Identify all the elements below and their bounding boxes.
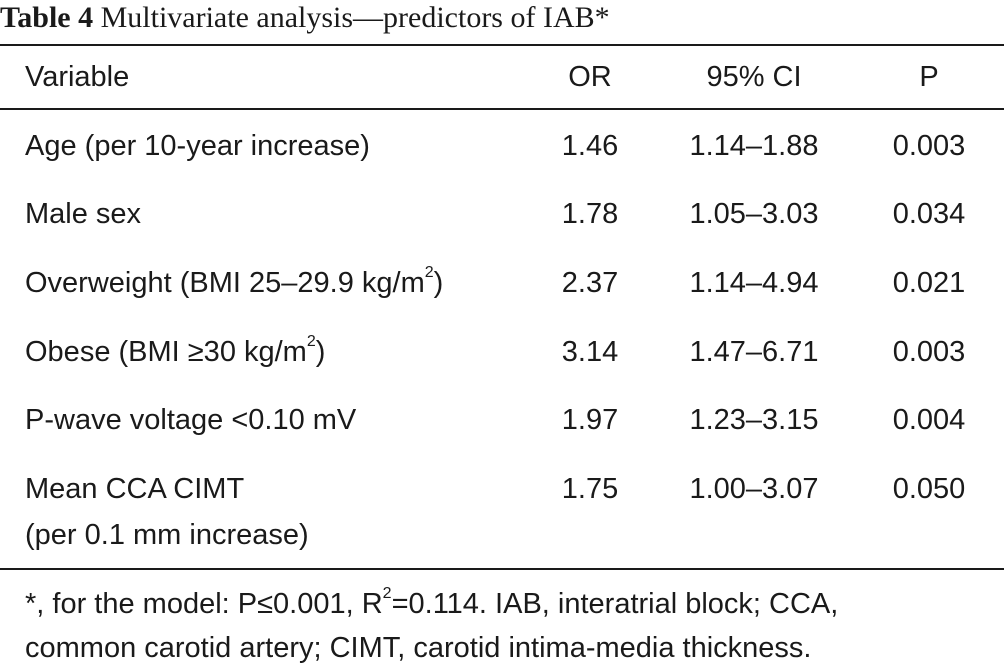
table-title: Multivariate analysis—predictors of IAB* xyxy=(100,1,610,34)
row-pwave-ci: 1.23–3.15 xyxy=(689,404,819,436)
row-overweight-or: 2.37 xyxy=(561,267,619,299)
row-pwave-p: 0.004 xyxy=(892,404,966,436)
top-rule xyxy=(0,44,1004,46)
table-caption: Table 4 Multivariate analysis—predictors… xyxy=(0,0,610,44)
row-obese-variable-text: Obese (BMI ≥30 kg/m xyxy=(25,336,307,368)
row-age-ci: 1.14–1.88 xyxy=(689,130,819,162)
footnote-line-1-rest: =0.114. IAB, interatrial block; CCA, xyxy=(391,588,839,620)
footnote-superscript: 2 xyxy=(382,585,392,603)
header-variable: Variable xyxy=(25,61,130,93)
row-obese-variable: Obese (BMI ≥30 kg/m2) xyxy=(25,333,326,369)
row-obese-variable-close: ) xyxy=(315,336,326,368)
row-male-ci: 1.05–3.03 xyxy=(689,198,819,230)
row-male-variable: Male sex xyxy=(25,198,142,230)
row-cimt-ci: 1.00–3.07 xyxy=(689,473,819,505)
row-cimt-p: 0.050 xyxy=(892,473,966,505)
footnote-line-1: *, for the model: P≤0.001, R2=0.114. IAB… xyxy=(25,582,995,626)
row-cimt-or: 1.75 xyxy=(561,473,619,505)
footnote-line-2: common carotid artery; CIMT, carotid int… xyxy=(25,632,812,664)
table-footnote: *, for the model: P≤0.001, R2=0.114. IAB… xyxy=(25,582,995,670)
row-age-or: 1.46 xyxy=(561,130,619,162)
table-number: Table 4 xyxy=(0,1,94,34)
header-p: P xyxy=(919,61,939,93)
row-overweight-p: 0.021 xyxy=(892,267,966,299)
row-overweight-superscript: 2 xyxy=(424,264,434,282)
bottom-rule xyxy=(0,568,1004,570)
row-male-p: 0.034 xyxy=(892,198,966,230)
row-overweight-variable-close: ) xyxy=(433,267,444,299)
row-age-p: 0.003 xyxy=(892,130,966,162)
row-obese-ci: 1.47–6.71 xyxy=(689,336,819,368)
header-or: OR xyxy=(568,61,612,93)
footnote-line-1-text: *, for the model: P≤0.001, R xyxy=(25,588,383,620)
row-pwave-variable: P-wave voltage <0.10 mV xyxy=(25,404,357,436)
header-rule xyxy=(0,108,1004,110)
row-cimt-variable-line2: (per 0.1 mm increase) xyxy=(25,519,309,551)
row-obese-p: 0.003 xyxy=(892,336,966,368)
row-cimt-variable-line1: Mean CCA CIMT xyxy=(25,473,245,505)
header-ci: 95% CI xyxy=(706,61,802,93)
row-overweight-variable-text: Overweight (BMI 25–29.9 kg/m xyxy=(25,267,425,299)
row-overweight-ci: 1.14–4.94 xyxy=(689,267,819,299)
row-pwave-or: 1.97 xyxy=(561,404,619,436)
row-obese-or: 3.14 xyxy=(561,336,619,368)
row-overweight-variable: Overweight (BMI 25–29.9 kg/m2) xyxy=(25,264,444,300)
row-male-or: 1.78 xyxy=(561,198,619,230)
row-obese-superscript: 2 xyxy=(306,333,316,351)
row-age-variable: Age (per 10-year increase) xyxy=(25,130,370,162)
